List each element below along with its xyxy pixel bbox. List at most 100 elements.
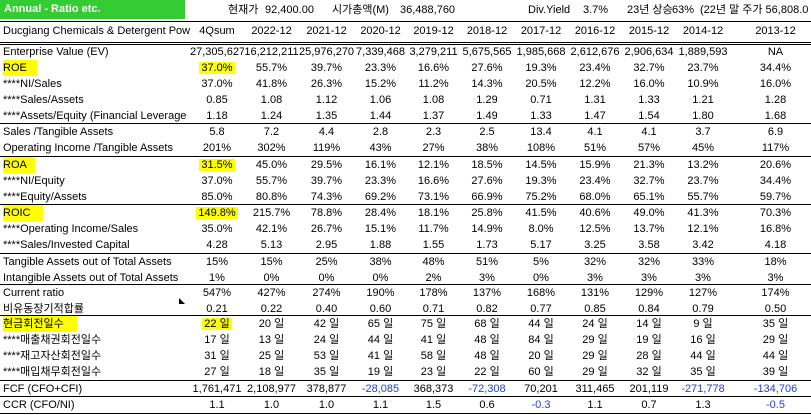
table-cell[interactable]: 0.7 [641, 399, 657, 411]
table-cell[interactable]: 4.1 [641, 126, 657, 138]
table-cell[interactable]: 84 일 [528, 334, 554, 346]
table-cell[interactable]: 41 일 [420, 334, 447, 346]
table-cell[interactable]: 3,279,211 [409, 46, 458, 58]
table-cell[interactable]: 32% [637, 256, 661, 268]
table-cell[interactable]: 427% [257, 287, 286, 299]
table-cell[interactable]: 23 일 [420, 366, 447, 378]
table-cell[interactable]: 129% [634, 287, 664, 299]
table-cell[interactable]: 1.3 [695, 399, 711, 411]
table-cell[interactable]: 5% [533, 256, 549, 268]
table-cell[interactable]: 13 일 [258, 334, 285, 346]
table-cell[interactable]: 27.6% [471, 62, 503, 74]
table-cell[interactable]: 108% [526, 142, 556, 154]
table-cell[interactable]: 0% [533, 272, 549, 284]
table-cell[interactable]: 25 일 [258, 350, 285, 362]
table-cell[interactable]: 1.47 [584, 110, 606, 122]
table-cell[interactable]: 117% [761, 142, 790, 154]
table-cell[interactable]: 29 일 [762, 334, 789, 346]
table-cell[interactable]: 24 일 [313, 334, 340, 346]
table-cell[interactable]: 15.2% [364, 78, 397, 90]
table-cell[interactable]: 31.5% [190, 157, 244, 173]
table-cell[interactable]: 27% [422, 142, 445, 154]
table-cell[interactable]: 18.1% [417, 207, 450, 219]
table-cell[interactable]: 13.2% [687, 159, 719, 171]
table-cell[interactable]: 1.21 [692, 94, 714, 106]
table-cell[interactable]: 32 일 [636, 366, 662, 378]
table-cell[interactable]: 0.60 [369, 303, 392, 315]
table-cell[interactable]: 42.1% [255, 223, 288, 235]
table-cell[interactable]: 13.4 [530, 126, 552, 138]
table-cell[interactable]: 22 일 [474, 366, 500, 378]
table-cell[interactable]: 3% [767, 272, 784, 284]
table-cell[interactable]: 34.4% [759, 62, 792, 74]
table-cell[interactable]: 37.0% [190, 60, 244, 76]
table-cell[interactable]: 41.5% [525, 207, 557, 219]
table-cell[interactable]: 44 일 [528, 318, 554, 330]
table-cell[interactable]: 1.80 [692, 110, 714, 122]
table-cell[interactable]: 0.77 [530, 303, 552, 315]
table-cell[interactable]: 0.71 [422, 303, 445, 315]
table-cell[interactable]: 24 일 [582, 318, 608, 330]
table-cell[interactable]: 1.49 [476, 110, 498, 122]
table-cell[interactable]: 5.17 [530, 239, 552, 251]
table-cell[interactable]: 65.1% [633, 191, 665, 203]
table-cell[interactable]: 45% [691, 142, 715, 154]
table-cell[interactable]: 23.3% [364, 62, 397, 74]
table-cell[interactable]: 1.5 [425, 399, 442, 411]
table-cell[interactable]: 23.4% [579, 175, 611, 187]
table-cell[interactable]: 14.5% [525, 159, 557, 171]
table-cell[interactable]: 0.85 [206, 94, 228, 106]
table-cell[interactable]: 44 일 [367, 334, 394, 346]
table-cell[interactable]: 20 일 [528, 350, 554, 362]
table-cell[interactable]: 25,976,270 [299, 46, 354, 58]
table-cell[interactable]: 41.3% [687, 207, 719, 219]
table-cell[interactable]: 41.8% [255, 78, 288, 90]
table-cell[interactable]: 29 일 [582, 350, 608, 362]
table-cell[interactable]: 201,119 [629, 383, 669, 395]
table-cell[interactable]: -271,778 [681, 383, 725, 395]
table-cell[interactable]: 1.73 [476, 239, 498, 251]
table-cell[interactable]: 190% [366, 287, 395, 299]
table-cell[interactable]: 1.31 [584, 94, 606, 106]
table-cell[interactable]: 69.2% [364, 191, 397, 203]
table-cell[interactable]: 23.4% [579, 62, 611, 74]
table-cell[interactable]: 32.7% [633, 62, 665, 74]
table-cell[interactable]: 1.0 [263, 399, 280, 411]
table-cell[interactable]: 44 일 [762, 350, 789, 362]
table-cell[interactable]: 302% [257, 142, 286, 154]
table-cell[interactable]: 6.9 [767, 126, 784, 138]
table-cell[interactable]: 10.9% [687, 78, 719, 90]
table-cell[interactable]: 1.33 [638, 94, 660, 106]
table-cell[interactable]: 0.85 [584, 303, 606, 315]
table-cell[interactable]: 0.6 [479, 399, 495, 411]
table-cell[interactable]: 12.5% [579, 223, 611, 235]
table-cell[interactable]: 14.3% [471, 78, 503, 90]
table-cell[interactable]: 23.7% [687, 175, 719, 187]
table-cell[interactable]: 35 일 [313, 366, 340, 378]
table-cell[interactable]: 16,212,211 [244, 46, 299, 58]
table-cell[interactable]: -28,085 [361, 383, 400, 395]
table-cell[interactable]: 20.6% [759, 159, 792, 171]
table-cell[interactable]: 16 일 [690, 334, 716, 346]
table-cell[interactable]: 48 일 [474, 334, 500, 346]
table-cell[interactable]: 68 일 [474, 318, 500, 330]
table-cell[interactable]: 68.0% [579, 191, 611, 203]
table-cell[interactable]: 149.8% [190, 205, 244, 221]
table-cell[interactable]: 3% [587, 272, 603, 284]
table-cell[interactable]: 311,465 [575, 383, 615, 395]
table-cell[interactable]: 1.08 [260, 94, 283, 106]
table-cell[interactable]: 168% [526, 287, 556, 299]
table-cell[interactable]: 3.58 [638, 239, 660, 251]
table-cell[interactable]: 2.3 [425, 126, 442, 138]
table-cell[interactable]: 20.5% [525, 78, 557, 90]
table-cell[interactable]: 1.44 [369, 110, 392, 122]
table-cell[interactable]: 55.7% [255, 175, 288, 187]
table-cell[interactable]: 9 일 [693, 318, 713, 330]
table-cell[interactable]: 4.18 [764, 239, 787, 251]
table-cell[interactable]: 1.68 [764, 110, 787, 122]
table-cell[interactable]: 29 일 [582, 366, 608, 378]
table-cell[interactable]: 12.1% [417, 159, 450, 171]
table-cell[interactable]: 16.1% [364, 159, 397, 171]
table-cell[interactable]: 19.3% [525, 175, 557, 187]
table-cell[interactable]: 29 일 [582, 334, 608, 346]
